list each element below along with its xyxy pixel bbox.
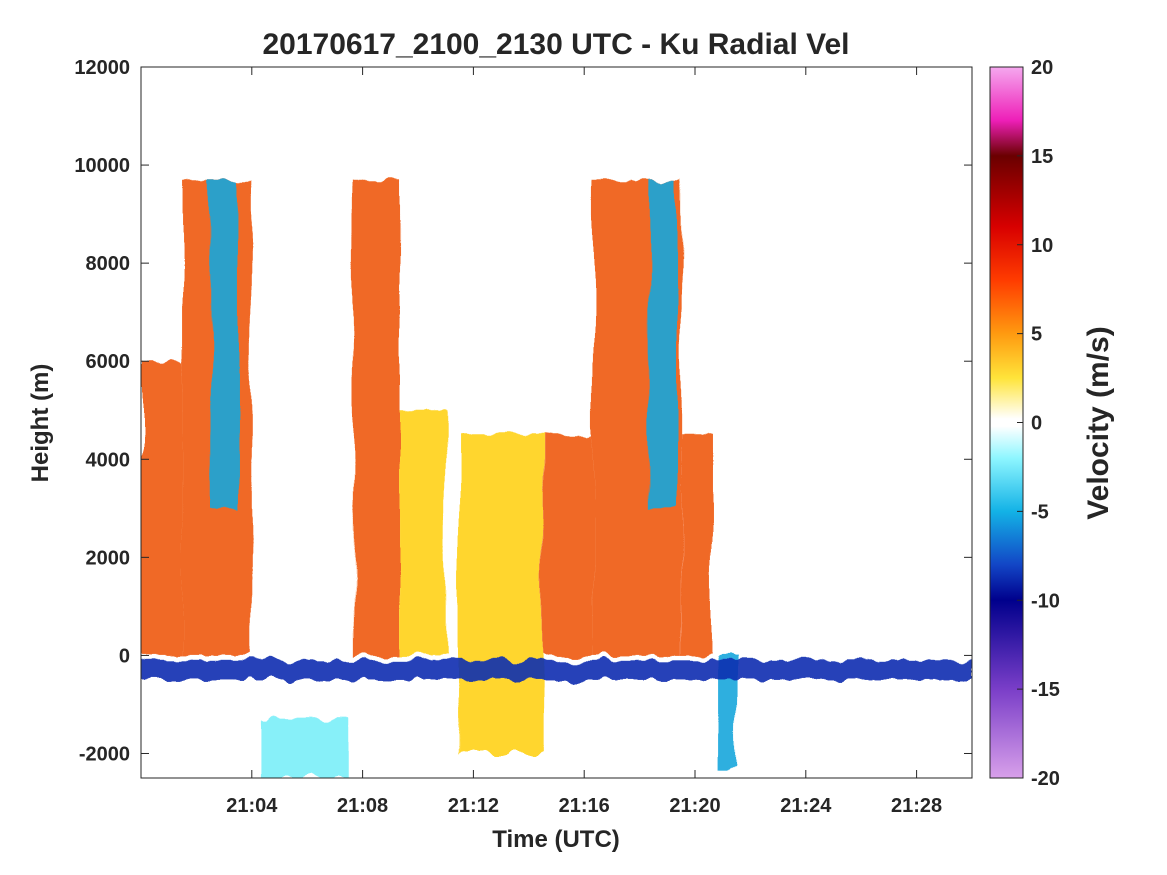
x-axis-label: Time (UTC)	[492, 826, 620, 853]
colorbar: 20 15 10 5 0 -5 -10 -15 -20 Velocity (m/s)	[989, 57, 1115, 790]
colorbar-tick-label: 10	[1031, 235, 1053, 257]
colorbar-tick-label: 5	[1031, 324, 1042, 346]
y-tick-label: 4000	[86, 449, 131, 471]
y-axis-label: Height (m)	[27, 364, 54, 483]
colorbar-tick-label: -5	[1031, 501, 1049, 523]
x-tick-label: 21:12	[448, 795, 499, 817]
velocity-region-6	[399, 410, 446, 656]
colorbar-tick-label: 15	[1031, 146, 1053, 168]
x-tick-label: 21:16	[559, 795, 610, 817]
plot-background	[141, 67, 972, 778]
y-tick-label: 6000	[86, 351, 131, 373]
x-tick-label: 21:08	[337, 795, 388, 817]
velocity-region-11	[681, 434, 714, 656]
y-tick-label: 8000	[86, 253, 131, 275]
velocity-region-1	[141, 361, 183, 656]
velocity-region-4	[256, 719, 349, 778]
x-tick-label: 21:04	[226, 795, 278, 817]
y-tick-label: 12000	[74, 57, 130, 79]
velocity-region-12	[718, 655, 737, 769]
colorbar-label: Velocity (m/s)	[1082, 326, 1115, 519]
velocity-region-13	[141, 660, 972, 680]
colorbar-tick-label: -20	[1031, 768, 1060, 790]
y-tick-label: 2000	[86, 547, 131, 569]
velocity-region-3	[210, 179, 238, 509]
y-tick-label: 10000	[74, 155, 130, 177]
x-axis: 21:04 21:08 21:12 21:16 21:20 21:24 21:28	[226, 67, 942, 817]
velocity-field	[141, 179, 972, 778]
x-tick-label: 21:20	[669, 795, 720, 817]
plot-frame	[140, 66, 973, 779]
colorbar-tick-label: 0	[1031, 413, 1042, 435]
plot-area: 21:04 21:08 21:12 21:16 21:20 21:24 21:28 -200…	[74, 57, 973, 817]
colorbar-ticks: 20 15 10 5 0 -5 -10 -15 -20	[1017, 57, 1060, 790]
velocity-region-8	[542, 434, 594, 656]
chart-title: 20170617_2100_2130 UTC - Ku Radial Vel	[262, 28, 849, 61]
y-tick-label: 0	[119, 645, 130, 667]
colorbar-tick-label: -15	[1031, 679, 1060, 701]
colorbar-tick-label: 20	[1031, 57, 1053, 79]
velocity-region-7	[459, 434, 543, 754]
colorbar-tick-label: -10	[1031, 590, 1060, 612]
x-tick-label: 21:24	[780, 795, 832, 817]
x-tick-label: 21:28	[891, 795, 942, 817]
y-axis: -2000 0 2000 4000 6000 8000 10000 12000	[74, 57, 972, 765]
y-tick-label: -2000	[79, 743, 130, 765]
velocity-region-5	[353, 179, 400, 656]
velocity-region-10	[648, 179, 677, 509]
